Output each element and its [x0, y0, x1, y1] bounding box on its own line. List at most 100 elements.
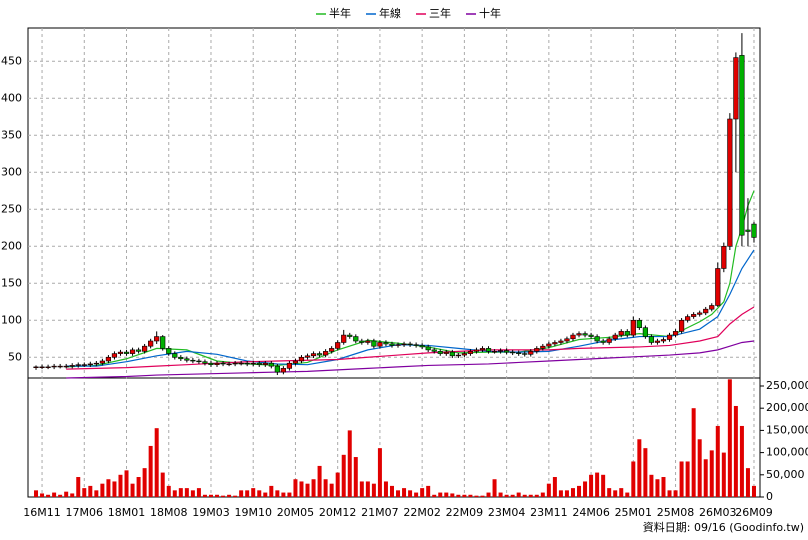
- volume-bar: [751, 485, 756, 497]
- candle-body: [238, 362, 244, 365]
- x-tick-label: 22M09: [446, 506, 484, 519]
- candle-body: [51, 365, 57, 368]
- volume-bar: [583, 481, 588, 497]
- volume-bar: [341, 454, 346, 497]
- candle-body: [425, 346, 431, 351]
- candle-body: [558, 340, 564, 343]
- volume-bar: [82, 488, 87, 497]
- candle-body: [45, 366, 51, 369]
- volume-bar: [601, 474, 606, 497]
- x-tick-label: 25M01: [615, 506, 653, 519]
- candle-body: [479, 348, 486, 351]
- volume-bar: [414, 492, 419, 497]
- volume-bar: [613, 490, 618, 497]
- candle-body: [111, 353, 118, 358]
- x-tick-label: 18M01: [108, 506, 146, 519]
- candle-body: [99, 360, 105, 364]
- volume-bar: [715, 425, 720, 497]
- volume-bar: [317, 465, 322, 497]
- volume-bar: [160, 472, 165, 497]
- candle-body: [437, 351, 443, 354]
- y-tick-label: 450: [1, 54, 22, 67]
- volume-bar: [679, 461, 684, 497]
- volume-bar: [396, 490, 401, 497]
- volume-bar: [697, 439, 702, 497]
- candle-body: [268, 362, 274, 367]
- volume-bar: [408, 490, 413, 497]
- candle-body: [618, 331, 624, 336]
- x-tick-label: 21M07: [361, 506, 399, 519]
- candle-body: [274, 365, 280, 373]
- y2-tick-label: 150,000: [766, 423, 808, 436]
- volume-bar: [166, 485, 171, 497]
- volume-bar: [637, 439, 642, 497]
- volume-bar: [359, 481, 364, 497]
- candle-body: [721, 245, 727, 269]
- volume-bar: [492, 479, 497, 497]
- volume-bar: [281, 492, 286, 497]
- candle-body: [196, 360, 202, 363]
- volume-bar: [516, 492, 521, 497]
- candle-body: [178, 356, 184, 360]
- y-tick-label: 100: [1, 313, 22, 326]
- candle-body: [142, 345, 148, 352]
- volume-bar: [577, 485, 582, 497]
- volume-bar: [655, 479, 660, 497]
- volume-bar: [546, 483, 551, 497]
- candle-body: [576, 333, 582, 336]
- volume-bar: [607, 488, 612, 497]
- volume-bar: [40, 493, 45, 497]
- candle-body: [166, 348, 172, 354]
- x-tick-label: 19M03: [192, 506, 230, 519]
- candle-body: [510, 351, 516, 354]
- volume-bar: [709, 450, 714, 497]
- candle-body: [81, 364, 87, 366]
- candle-body: [33, 366, 39, 369]
- candle-body: [413, 344, 419, 346]
- volume-bar: [233, 495, 238, 497]
- volume-bar: [643, 448, 648, 497]
- candle-body: [685, 316, 691, 321]
- volume-bar: [619, 488, 624, 497]
- x-tick-label: 18M08: [150, 506, 188, 519]
- candle-body: [286, 362, 293, 369]
- candle-body: [135, 349, 142, 352]
- candle-body: [588, 334, 594, 337]
- volume-bar: [58, 494, 63, 497]
- volume-bar: [329, 483, 334, 497]
- candle-body: [232, 362, 238, 365]
- x-tick-label: 26M03: [699, 506, 737, 519]
- candle-body: [256, 362, 262, 365]
- candle-body: [516, 352, 522, 354]
- volume-bar: [733, 405, 738, 497]
- candle-body: [745, 229, 751, 232]
- volume-bar: [480, 495, 485, 497]
- candle-body: [63, 365, 69, 368]
- x-tick-label: 26M09: [735, 506, 773, 519]
- candle-body: [329, 348, 335, 352]
- x-tick-label: 20M05: [277, 506, 315, 519]
- volume-bar: [534, 494, 539, 497]
- volume-bar: [673, 490, 678, 497]
- candle-body: [678, 319, 685, 332]
- candle-body: [534, 348, 540, 352]
- candle-body: [353, 336, 359, 342]
- candle-body: [323, 351, 329, 356]
- volume-bar: [245, 490, 250, 497]
- candle-body: [316, 353, 323, 356]
- y2-tick-label: 100,000: [766, 446, 808, 459]
- candle-body: [691, 314, 697, 317]
- volume-bar: [528, 494, 533, 497]
- volume-bar: [46, 494, 51, 497]
- volume-bar: [227, 494, 232, 497]
- candle-body: [395, 344, 401, 346]
- candle-body: [461, 353, 467, 356]
- legend-label: 十年: [479, 6, 501, 20]
- volume-bar: [589, 474, 594, 497]
- volume-bar: [558, 490, 563, 497]
- volume-bar: [691, 408, 696, 497]
- legend-label: 三年: [429, 6, 451, 20]
- candle-body: [431, 349, 437, 352]
- x-tick-label: 19M10: [234, 506, 272, 519]
- candle-body: [401, 343, 407, 346]
